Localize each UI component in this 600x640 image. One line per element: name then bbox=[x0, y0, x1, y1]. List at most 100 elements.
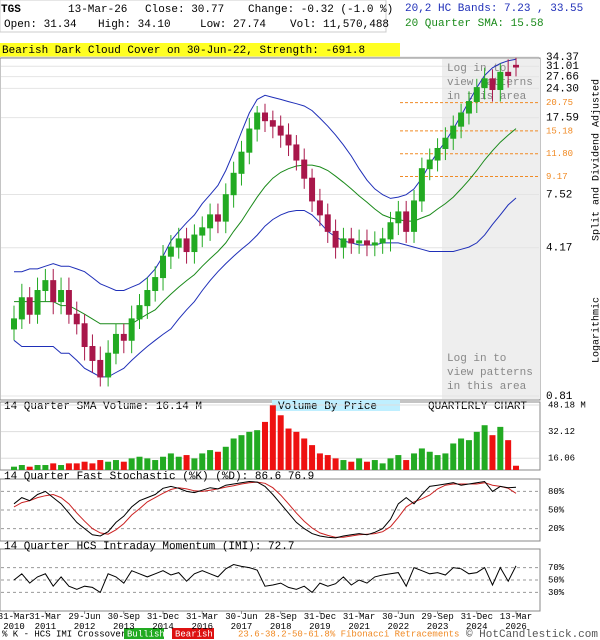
candle-body bbox=[89, 346, 96, 361]
fib-label: 9.17 bbox=[546, 172, 568, 182]
candle-body bbox=[175, 238, 182, 248]
volume-bar bbox=[136, 456, 143, 470]
volume-bar bbox=[65, 463, 72, 470]
stoch-panel bbox=[0, 478, 541, 542]
volume-bar bbox=[473, 431, 480, 470]
volume-bar bbox=[160, 456, 167, 470]
x-tick-part: 2010 bbox=[3, 622, 25, 632]
candle-body bbox=[458, 112, 465, 127]
volume-bar bbox=[285, 428, 292, 470]
volume-bar bbox=[513, 465, 519, 470]
footer-bearish: Bearish bbox=[175, 629, 213, 639]
volume-bar bbox=[426, 451, 433, 470]
x-tick-part: 2013 bbox=[113, 622, 135, 632]
candle-body bbox=[513, 64, 519, 68]
volume-bar bbox=[34, 465, 41, 470]
close: Close: 30.77 bbox=[145, 4, 224, 16]
candle-body bbox=[246, 128, 253, 153]
volume-bar bbox=[89, 463, 96, 470]
volume-tick-label: 48.18 M bbox=[548, 400, 586, 410]
y-tick-label: 0.81 bbox=[546, 391, 573, 403]
y-tick-label: 27.66 bbox=[546, 72, 579, 84]
x-tick-part: 2019 bbox=[309, 622, 331, 632]
imi-title: 14 Quarter HCS Intraday Momentum (IMI): … bbox=[4, 541, 294, 553]
candle-body bbox=[254, 112, 261, 130]
x-tick-part: 2024 bbox=[466, 622, 488, 632]
annotation-box bbox=[0, 43, 400, 57]
volume-bar bbox=[11, 466, 17, 470]
adjusted-label: Split and Dividend Adjusted bbox=[591, 79, 600, 241]
y-tick-label: 4.17 bbox=[546, 243, 572, 255]
candle-body bbox=[50, 280, 57, 303]
x-tick-label: 30-Jun 2017 bbox=[225, 612, 257, 632]
volume-bar bbox=[97, 460, 104, 470]
volume-bar bbox=[222, 446, 229, 470]
volume: Vol: 11,570,488 bbox=[290, 19, 389, 31]
volume-bar bbox=[481, 425, 488, 470]
x-tick-label: 31-Mar 2010 bbox=[0, 612, 30, 632]
date: 13-Mar-26 bbox=[68, 4, 127, 16]
x-tick-part: 2011 bbox=[35, 622, 57, 632]
volume-bar bbox=[489, 435, 496, 470]
x-tick-label: 29-Jun 2012 bbox=[68, 612, 100, 632]
candle-body bbox=[105, 352, 112, 378]
volume-bar bbox=[214, 451, 221, 470]
volume-bar bbox=[309, 445, 316, 470]
chart-label: QUARTERLY CHART bbox=[428, 401, 527, 413]
candle-body bbox=[144, 290, 151, 307]
imi-line bbox=[13, 563, 517, 594]
candle-body bbox=[497, 71, 504, 90]
volume-bar bbox=[356, 458, 363, 470]
low: Low: 27.74 bbox=[200, 19, 266, 31]
candle-body bbox=[426, 159, 433, 170]
x-tick-part: 30-Jun bbox=[382, 612, 414, 622]
volume-bar bbox=[434, 455, 441, 470]
change: Change: -0.32 (-1.0 %) bbox=[248, 4, 393, 16]
candle-body bbox=[301, 159, 308, 179]
x-tick-part: 2017 bbox=[231, 622, 253, 632]
stoch-tick-label: 20% bbox=[548, 524, 565, 534]
x-tick-part: 30-Sep bbox=[108, 612, 140, 622]
candle-body bbox=[120, 333, 127, 341]
candle-body bbox=[340, 238, 347, 248]
sma: 20 Quarter SMA: 15.58 bbox=[405, 18, 544, 30]
candle-body bbox=[230, 172, 237, 196]
volume-tick-label: 16.06 bbox=[548, 454, 575, 464]
candle-body bbox=[465, 101, 472, 114]
volume-bar bbox=[112, 460, 119, 470]
candle-body bbox=[450, 125, 457, 139]
candle-body bbox=[238, 151, 245, 174]
imi-tick-label: 50% bbox=[548, 575, 565, 585]
x-tick-part: 28-Sep bbox=[264, 612, 296, 622]
x-tick-label: 30-Sep 2013 bbox=[108, 612, 140, 632]
volume-bar bbox=[465, 440, 472, 470]
volume-bar bbox=[254, 430, 261, 470]
volume-bar bbox=[81, 461, 88, 470]
candle-body bbox=[81, 323, 88, 348]
y-tick-label: 31.01 bbox=[546, 61, 579, 73]
login-text: in this area bbox=[447, 381, 527, 393]
x-tick-part: 2018 bbox=[270, 622, 292, 632]
x-tick-part: 31-Mar bbox=[29, 612, 61, 622]
symbol: TGS bbox=[1, 4, 21, 16]
volume-bar bbox=[450, 443, 457, 470]
x-tick-label: 30-Jun 2022 bbox=[382, 612, 414, 632]
high: High: 34.10 bbox=[98, 19, 171, 31]
volume-bar bbox=[183, 455, 190, 470]
candle-body bbox=[222, 194, 229, 222]
candle-body bbox=[285, 134, 292, 146]
volume-bar bbox=[42, 465, 49, 470]
candle-body bbox=[136, 305, 143, 320]
candle-body bbox=[489, 78, 496, 90]
x-tick-label: 31-Mar 2021 bbox=[343, 612, 375, 632]
fib-label: 11.80 bbox=[546, 149, 573, 159]
annotation: Bearish Dark Cloud Cover on 30-Jun-22, S… bbox=[2, 45, 365, 57]
y-tick-label: 7.52 bbox=[546, 189, 572, 201]
candle-body bbox=[199, 227, 206, 236]
x-tick-part: 2023 bbox=[427, 622, 449, 632]
candle-body bbox=[42, 280, 49, 292]
candle-body bbox=[262, 112, 268, 122]
candle-body bbox=[403, 211, 410, 232]
volume-bar bbox=[262, 421, 268, 470]
x-tick-label: 31-Mar 2011 bbox=[29, 612, 61, 632]
